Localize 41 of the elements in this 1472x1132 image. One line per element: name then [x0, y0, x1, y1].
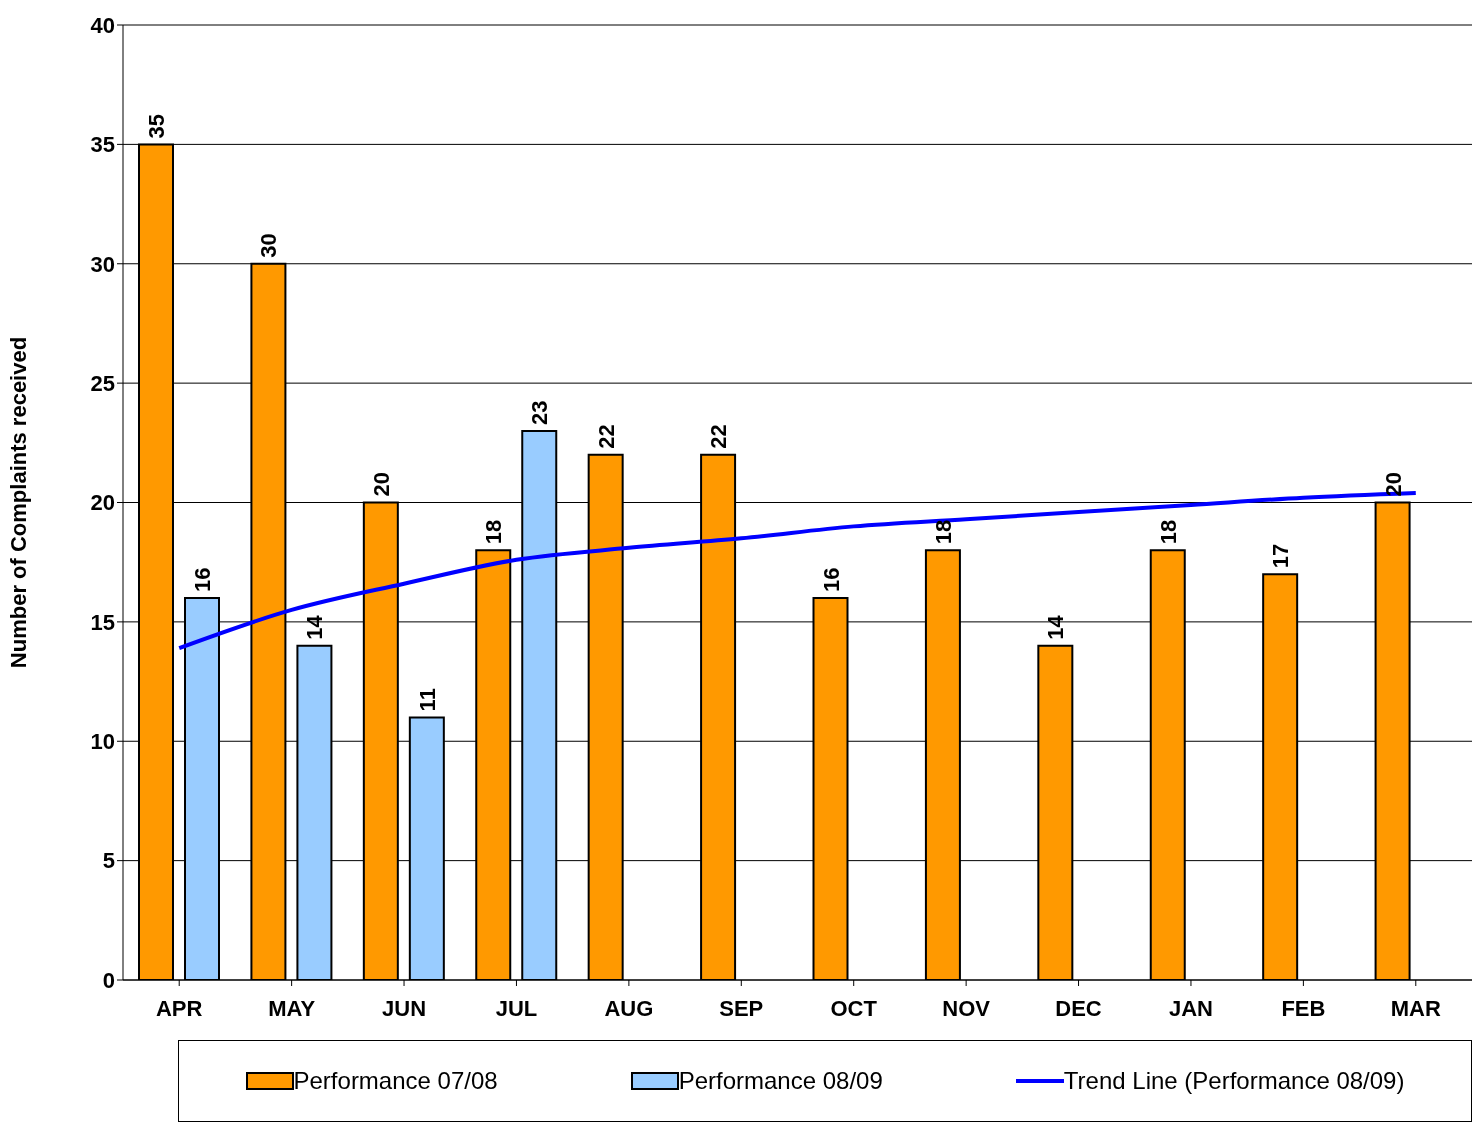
y-tick-label: 35	[90, 132, 115, 158]
x-tick-label: FEB	[1281, 995, 1326, 1021]
y-tick-label: 20	[90, 490, 115, 516]
data-label: 22	[706, 424, 732, 449]
x-tick-label: MAR	[1390, 995, 1441, 1021]
data-label: 11	[414, 688, 440, 712]
x-tick-label: JAN	[1168, 995, 1213, 1021]
data-label: 20	[368, 472, 394, 497]
y-tick-label: 0	[102, 967, 115, 993]
y-tick-label: 25	[90, 370, 115, 396]
data-label: 20	[1380, 472, 1406, 497]
data-label: 16	[818, 567, 844, 592]
legend-label: Performance 08/09	[678, 1067, 883, 1095]
x-tick-label: DEC	[1055, 995, 1102, 1021]
data-label: 14	[302, 614, 328, 640]
y-tick-label: 15	[90, 609, 115, 635]
data-label: 18	[930, 519, 956, 545]
legend-label: Trend Line (Performance 08/09)	[1063, 1067, 1405, 1095]
data-label: 23	[527, 400, 553, 425]
x-tick-label: SEP	[719, 995, 764, 1021]
data-label: 22	[593, 424, 619, 449]
x-tick-label: APR	[155, 995, 203, 1021]
y-tick-label: 10	[90, 729, 115, 755]
y-tick-label: 40	[90, 12, 115, 38]
data-label: 14	[1043, 614, 1069, 640]
legend-label: Performance 07/08	[293, 1067, 498, 1095]
y-tick-label: 5	[102, 848, 115, 874]
data-label: 16	[190, 567, 215, 592]
x-tick-label: OCT	[830, 995, 878, 1021]
data-label: 17	[1268, 543, 1294, 569]
x-tick-label: JUL	[495, 995, 538, 1021]
data-label: 30	[256, 233, 282, 258]
data-label: 18	[1155, 519, 1181, 545]
x-tick-label: MAY	[268, 995, 316, 1021]
y-axis-title: Number of Complaints received	[5, 336, 31, 669]
x-tick-label: NOV	[942, 995, 991, 1021]
y-tick-label: 30	[90, 251, 115, 277]
data-label: 35	[144, 113, 169, 139]
data-label: 18	[481, 519, 507, 545]
x-tick-label: JUN	[382, 995, 427, 1021]
x-tick-label: AUG	[604, 995, 654, 1021]
